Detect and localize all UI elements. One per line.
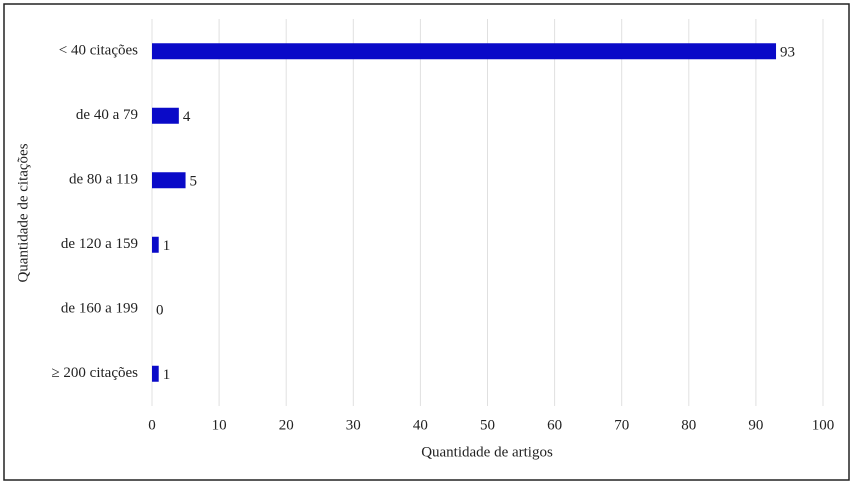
y-tick-label: de 40 a 79	[76, 107, 138, 123]
y-axis-label: Quantidade de citações	[15, 143, 31, 282]
data-label: 4	[183, 109, 191, 125]
data-label: 5	[190, 174, 198, 190]
x-tick-label: 30	[346, 417, 361, 433]
x-tick-label: 50	[480, 417, 495, 433]
y-tick-label: de 80 a 119	[69, 172, 138, 188]
y-tick-label: de 160 a 199	[61, 301, 138, 317]
y-tick-label: de 120 a 159	[61, 236, 138, 252]
data-label: 0	[156, 303, 164, 319]
bar	[152, 236, 159, 253]
x-tick-label: 40	[413, 417, 428, 433]
x-tick-label: 70	[614, 417, 629, 433]
x-tick-label: 60	[547, 417, 562, 433]
x-tick-label: 90	[748, 417, 763, 433]
y-tick-label: ≥ 200 citações	[51, 365, 138, 381]
bar	[152, 172, 186, 189]
bar	[152, 43, 777, 60]
x-tick-label: 20	[279, 417, 294, 433]
x-tick-label: 10	[212, 417, 227, 433]
y-tick-label: < 40 citações	[59, 43, 138, 59]
x-tick-label: 0	[148, 417, 156, 433]
data-label: 1	[163, 238, 171, 254]
x-tick-label: 80	[681, 417, 696, 433]
chart-border	[3, 3, 850, 481]
data-label: 93	[780, 45, 795, 61]
bar	[152, 107, 179, 124]
bar	[152, 365, 159, 382]
x-axis-label: Quantidade de artigos	[421, 444, 553, 460]
data-label: 1	[163, 367, 171, 383]
x-tick-label: 100	[812, 417, 835, 433]
